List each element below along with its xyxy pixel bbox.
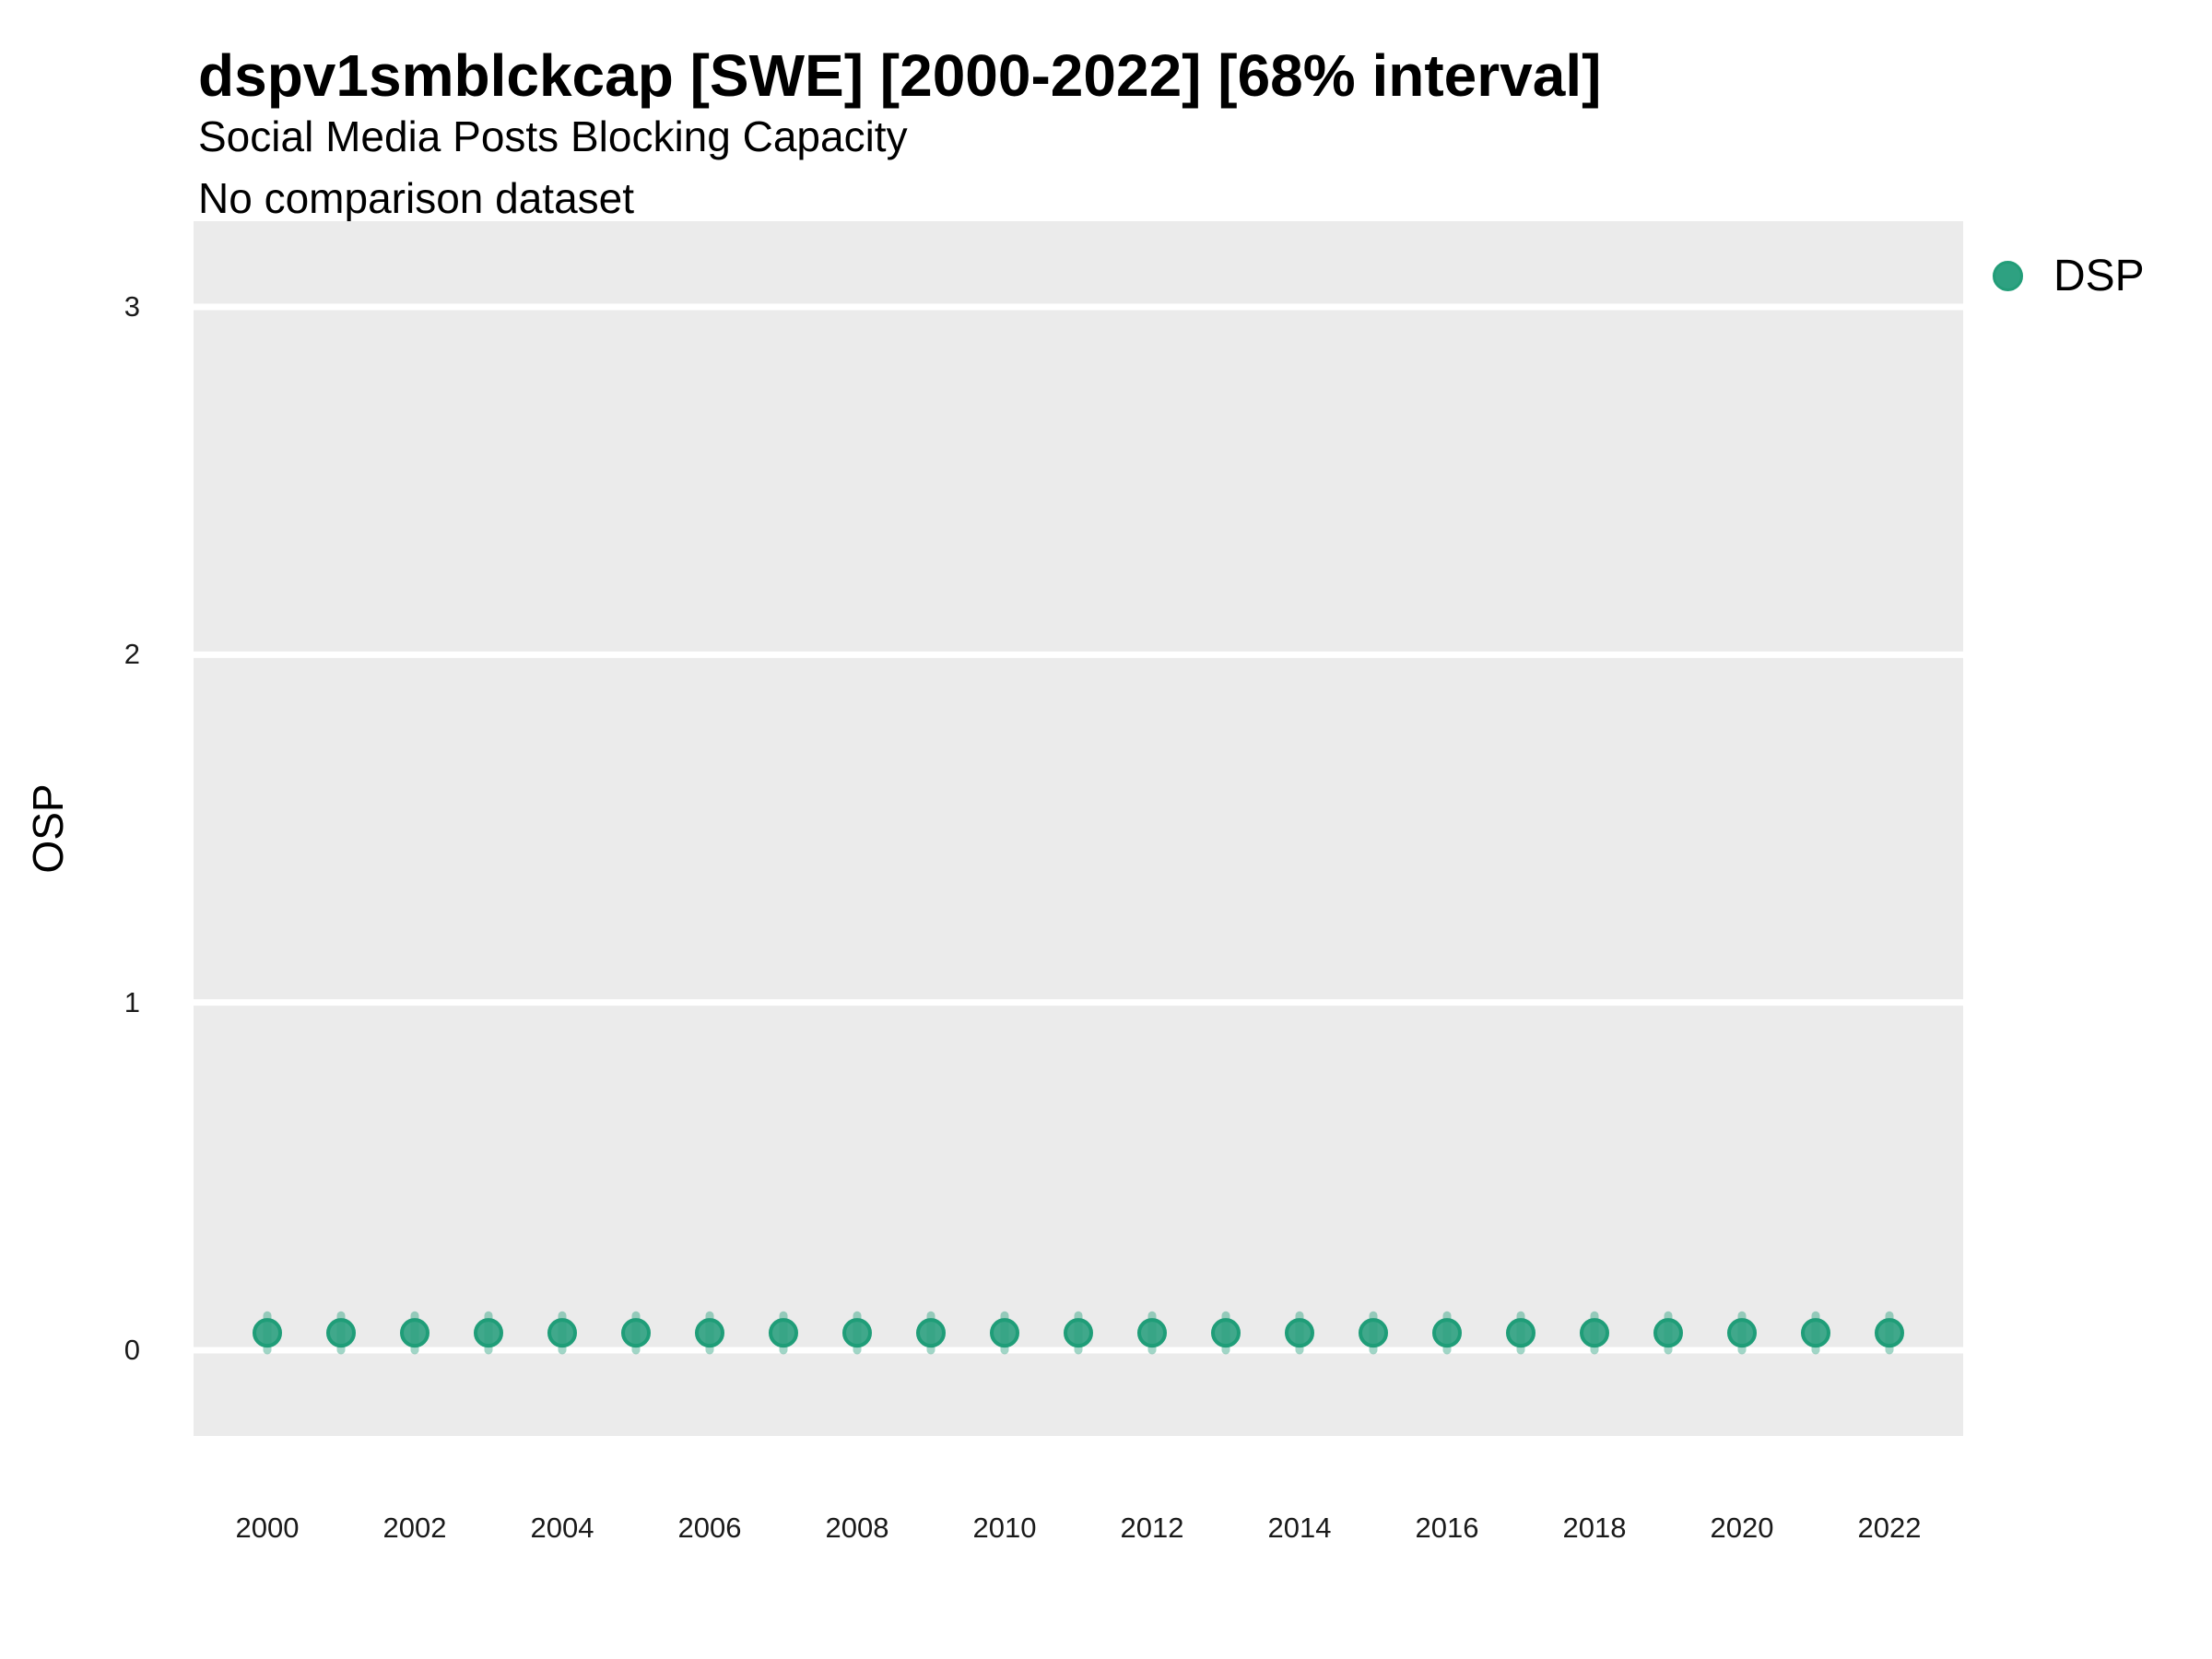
x-tick-label-2010: 2010 xyxy=(972,1512,1037,1544)
data-point xyxy=(842,1318,872,1348)
y-tick-label-3: 3 xyxy=(124,290,140,323)
x-tick-label-2012: 2012 xyxy=(1120,1512,1184,1544)
plot-area-svg xyxy=(194,303,1963,1355)
x-tick-label-2018: 2018 xyxy=(1562,1512,1627,1544)
x-tick-label-2020: 2020 xyxy=(1710,1512,1774,1544)
x-tick-label-2000: 2000 xyxy=(235,1512,300,1544)
data-point xyxy=(621,1318,651,1348)
data-point xyxy=(547,1318,577,1348)
data-point xyxy=(1137,1318,1167,1348)
data-point xyxy=(990,1318,1019,1348)
data-point xyxy=(1064,1318,1093,1348)
x-tick-label-2016: 2016 xyxy=(1415,1512,1479,1544)
data-point xyxy=(1211,1318,1241,1348)
x-tick-label-2002: 2002 xyxy=(382,1512,447,1544)
x-tick-label-2006: 2006 xyxy=(677,1512,742,1544)
plot-panel xyxy=(194,221,1963,1436)
y-tick-label-2: 2 xyxy=(124,638,140,671)
legend-label-dsp: DSP xyxy=(2053,252,2145,300)
data-point xyxy=(253,1318,282,1348)
data-point xyxy=(695,1318,724,1348)
data-point xyxy=(1506,1318,1535,1348)
legend-dot-dsp-icon xyxy=(1993,261,2023,291)
data-point xyxy=(1727,1318,1757,1348)
data-point xyxy=(474,1318,503,1348)
data-point xyxy=(326,1318,356,1348)
data-point xyxy=(400,1318,429,1348)
data-point xyxy=(1285,1318,1314,1348)
y-axis-title: OSP xyxy=(24,783,72,874)
data-point xyxy=(1432,1318,1462,1348)
x-tick-label-2008: 2008 xyxy=(825,1512,889,1544)
data-point xyxy=(1580,1318,1609,1348)
data-point xyxy=(916,1318,946,1348)
y-tick-label-0: 0 xyxy=(124,1334,140,1366)
data-point xyxy=(1801,1318,1830,1348)
x-tick-label-2004: 2004 xyxy=(530,1512,594,1544)
chart-title: dspv1smblckcap [SWE] [2000-2022] [68% in… xyxy=(198,42,1602,109)
data-point xyxy=(1653,1318,1683,1348)
data-point xyxy=(769,1318,798,1348)
y-tick-label-1: 1 xyxy=(124,985,140,1018)
chart-subtitle: Social Media Posts Blocking Capacity xyxy=(198,112,908,160)
x-tick-label-2022: 2022 xyxy=(1857,1512,1922,1544)
x-tick-label-2014: 2014 xyxy=(1267,1512,1332,1544)
data-point xyxy=(1359,1318,1388,1348)
chart-note: No comparison dataset xyxy=(198,174,635,222)
data-point xyxy=(1875,1318,1904,1348)
